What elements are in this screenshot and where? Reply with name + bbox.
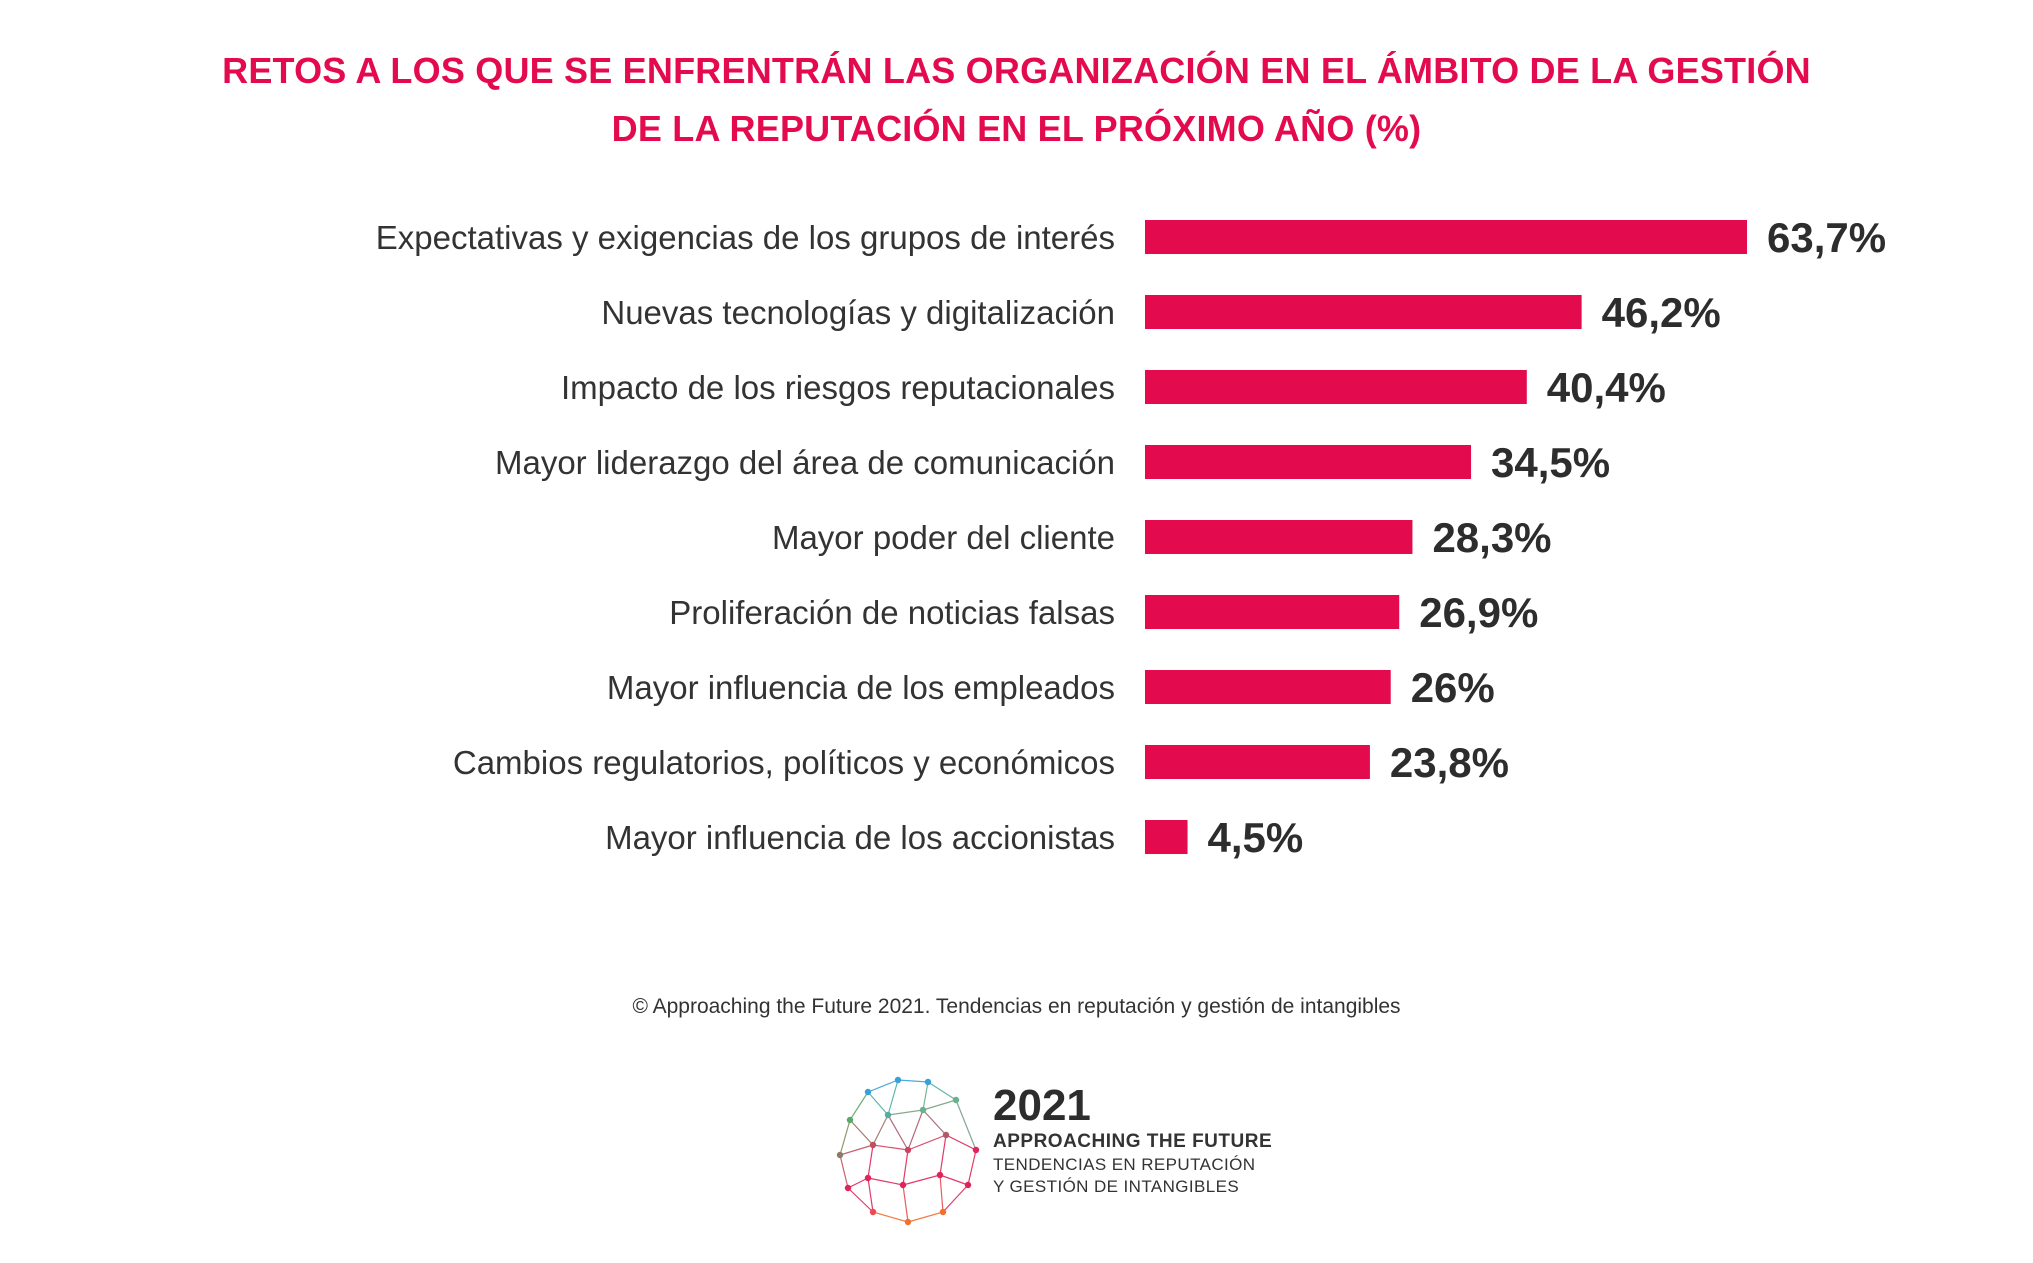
network-globe-icon (836, 1076, 980, 1226)
bar (1145, 595, 1400, 629)
value-label: 26% (1411, 664, 1495, 711)
bar (1145, 820, 1188, 854)
bar (1145, 745, 1370, 779)
bar (1145, 220, 1747, 254)
approaching-the-future-logo: 2021 APPROACHING THE FUTURE TENDENCIAS E… (828, 1070, 1308, 1230)
category-label: Mayor liderazgo del área de comunicación (495, 444, 1115, 481)
category-label: Impacto de los riesgos reputacionales (561, 369, 1115, 406)
bar (1145, 520, 1413, 554)
bar (1145, 445, 1472, 479)
logo-year: 2021 (993, 1081, 1091, 1130)
logo-tagline-1: TENDENCIAS EN REPUTACIÓN (993, 1155, 1256, 1174)
value-label: 28,3% (1432, 514, 1551, 561)
value-label: 40,4% (1547, 364, 1666, 411)
category-label: Mayor influencia de los empleados (607, 669, 1115, 706)
value-label: 63,7% (1767, 214, 1886, 261)
bar (1145, 370, 1527, 404)
category-label: Mayor influencia de los accionistas (605, 819, 1115, 856)
category-label: Mayor poder del cliente (772, 519, 1115, 556)
logo-text: 2021 APPROACHING THE FUTURE TENDENCIAS E… (993, 1082, 1272, 1198)
category-label: Proliferación de noticias falsas (669, 594, 1115, 631)
value-label: 34,5% (1491, 439, 1610, 486)
value-label: 23,8% (1390, 739, 1509, 786)
value-label: 26,9% (1419, 589, 1538, 636)
chart-title-line-1: RETOS A LOS QUE SE ENFRENTRÁN LAS ORGANI… (222, 50, 1811, 91)
category-label: Expectativas y exigencias de los grupos … (376, 219, 1115, 256)
source-note: © Approaching the Future 2021. Tendencia… (632, 995, 1401, 1018)
logo-name: APPROACHING THE FUTURE (993, 1131, 1273, 1152)
category-label: Nuevas tecnologías y digitalización (601, 294, 1115, 331)
value-label: 46,2% (1602, 289, 1721, 336)
bar-chart: Expectativas y exigencias de los grupos … (376, 214, 1886, 861)
value-label: 4,5% (1208, 814, 1304, 861)
bar (1145, 670, 1391, 704)
category-label: Cambios regulatorios, políticos y económ… (453, 744, 1115, 781)
logo-tagline-2: Y GESTIÓN DE INTANGIBLES (993, 1177, 1240, 1196)
bar (1145, 295, 1582, 329)
chart-title-line-2: DE LA REPUTACIÓN EN EL PRÓXIMO AÑO (%) (611, 108, 1422, 149)
